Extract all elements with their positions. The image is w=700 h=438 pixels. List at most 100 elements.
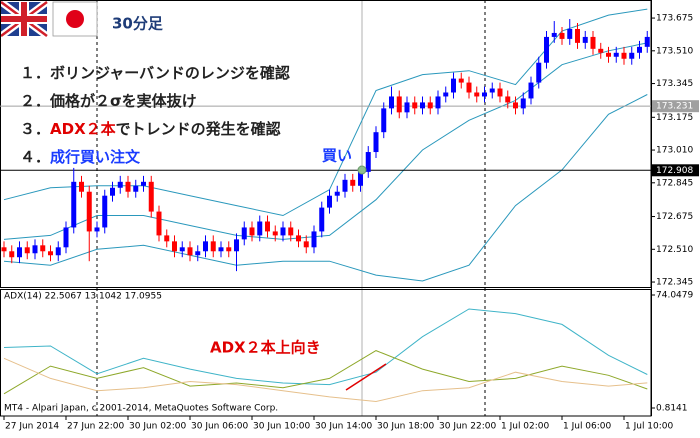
candle-body: [590, 36, 596, 49]
candle-body: [203, 241, 208, 252]
candle-body: [358, 171, 363, 186]
candle-body: [9, 251, 15, 258]
candle-body: [489, 88, 495, 93]
step: ３．ADX２本でトレンドの発生を確認: [20, 120, 281, 138]
candle-body: [389, 96, 394, 109]
candle-body: [513, 102, 518, 109]
x-tick-label: 30 Jun 02:00: [129, 422, 186, 432]
price-line-label: 173.231: [656, 102, 693, 112]
y-tick-label: 173.510: [656, 46, 693, 56]
bollinger-lower: [3, 94, 648, 282]
copyright: MT4 - Alpari Japan, c 2001-2014, MetaQuo…: [4, 404, 278, 414]
candle-body: [86, 191, 92, 232]
x-tick-label: 30 Jun 18:00: [377, 422, 434, 432]
y-tick-label: 173.675: [656, 14, 693, 24]
x-tick-label: 30 Jun 22:00: [439, 422, 496, 432]
x-tick-label: 30 Jun 10:00: [253, 422, 310, 432]
candle-body: [156, 211, 162, 236]
candle-body: [443, 92, 449, 97]
buy-label: 買い: [322, 147, 352, 165]
candle-body: [381, 108, 387, 133]
candle-body: [71, 181, 77, 228]
step-segment: ３．: [20, 120, 50, 138]
y-tick-label: 173.175: [656, 113, 693, 123]
candle-body: [17, 247, 22, 258]
candle-body: [48, 251, 53, 256]
candle-body: [24, 247, 30, 254]
japan-flag: [52, 1, 98, 37]
candle-body: [311, 231, 317, 248]
candle-body: [133, 185, 139, 192]
candle-body: [644, 36, 650, 47]
candle-body: [466, 82, 472, 93]
adx-line: [3, 357, 648, 403]
candle-body: [296, 235, 301, 242]
y-tick-label: 172.510: [656, 245, 693, 255]
step-segment: １．ボリンジャーバンドのレンジを確認: [20, 64, 290, 82]
candle-body: [327, 195, 332, 208]
candle-body: [350, 179, 356, 186]
step-segment: ４．: [20, 148, 50, 166]
uk-flag: [0, 0, 50, 39]
flags: [0, 0, 98, 39]
candle-body: [598, 48, 604, 53]
candle-body: [582, 36, 588, 43]
candle-body: [621, 52, 627, 59]
candle-body: [334, 191, 340, 196]
candle-body: [365, 152, 371, 172]
candle-body: [234, 239, 239, 252]
candle-body: [629, 52, 635, 59]
candle-body: [164, 235, 170, 242]
candle-body: [420, 102, 425, 109]
candle-body: [249, 227, 255, 236]
candle-body: [79, 181, 84, 192]
candle-body: [427, 102, 433, 109]
y-tick-label: 0.8141: [656, 404, 688, 414]
candle-body: [474, 92, 480, 97]
step: ４．成行買い注文: [20, 148, 141, 166]
candle-body: [272, 231, 278, 236]
x-tick-label: 30 Jun 06:00: [191, 422, 248, 432]
adx-annotation: ADX２本上向き: [210, 339, 321, 357]
under-layer: [96, 0, 486, 416]
candle-body: [544, 36, 549, 63]
candle-body: [575, 28, 580, 43]
candle-body: [637, 46, 642, 53]
candle-body: [141, 181, 146, 186]
candle-body: [319, 207, 325, 232]
step-segment: ADX２本: [50, 120, 116, 138]
price-line-label: 172.908: [656, 166, 693, 176]
candle-body: [94, 227, 100, 232]
candle-body: [102, 195, 108, 228]
y-tick-label: 173.010: [656, 146, 693, 156]
step: ２．価格が２σを実体抜け: [20, 92, 197, 110]
candle-body: [536, 62, 542, 83]
candle-body: [148, 181, 154, 212]
candle-body: [280, 227, 286, 236]
candle-body: [195, 251, 201, 256]
x-tick-label: 1 Jul 02:00: [501, 422, 550, 432]
candle-body: [241, 227, 247, 240]
candle-body: [210, 241, 216, 252]
candle-body: [40, 245, 46, 252]
candle-body: [1, 247, 7, 252]
candle-body: [451, 78, 456, 93]
candle-body: [497, 88, 503, 97]
chart-title: 30分足: [112, 15, 164, 33]
x-tick-label: 27 Jun 22:00: [67, 422, 124, 432]
candle-body: [559, 32, 565, 39]
step-segment: 成行買い注文: [50, 148, 141, 166]
candle-body: [528, 82, 534, 99]
bollinger-middle: [3, 42, 648, 240]
entry-marker: [357, 165, 367, 175]
candle-body: [117, 181, 123, 188]
candle-body: [435, 96, 441, 109]
y-tick-label: 173.345: [656, 79, 693, 89]
candle-body: [606, 52, 611, 57]
candle-body: [613, 52, 619, 57]
candle-body: [32, 245, 38, 254]
candle-body: [505, 96, 511, 103]
